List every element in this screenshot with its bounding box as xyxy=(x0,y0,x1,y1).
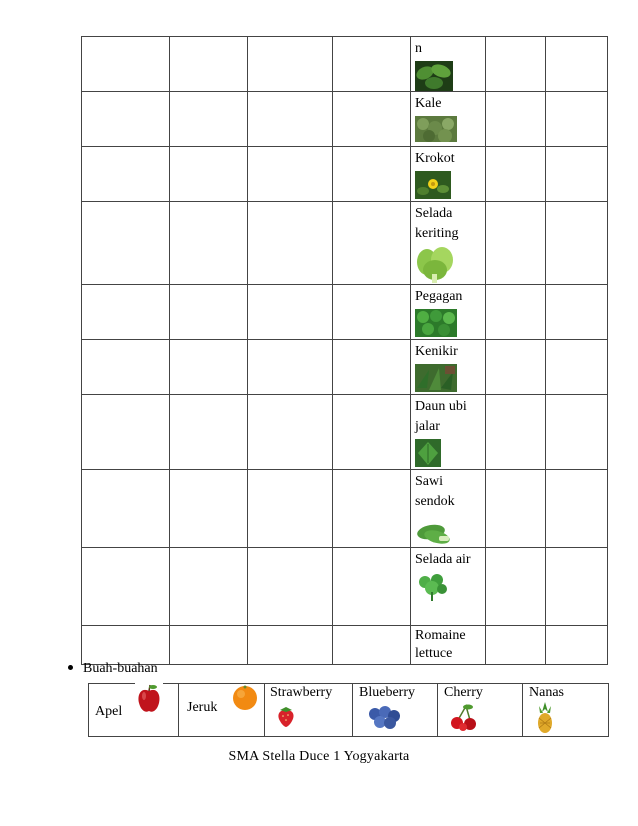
fruit-table: Apel Jeruk Straw xyxy=(88,683,609,737)
fruit-heading: Buah-buahan xyxy=(68,660,158,678)
table-row: Krokot xyxy=(81,146,608,202)
vegetable-name: Kenikir xyxy=(415,344,458,359)
curly-lettuce-icon xyxy=(415,246,453,284)
fruit-name: Apel xyxy=(95,704,123,719)
table-row: Daun ubi jalar xyxy=(81,394,608,470)
cherry-icon xyxy=(448,702,478,737)
kale-icon xyxy=(415,116,457,146)
vegetable-cell: Selada keriting xyxy=(410,201,486,285)
fruit-cell: Blueberry xyxy=(352,683,438,737)
vegetable-table: n Kale xyxy=(81,36,608,665)
fruit-cell: Cherry xyxy=(437,683,523,737)
table-row: Sawi sendok xyxy=(81,469,608,548)
blueberry-icon xyxy=(367,704,401,735)
table-row: Kenikir xyxy=(81,339,608,395)
vegetable-cell: Kenikir xyxy=(410,339,486,395)
pineapple-icon xyxy=(535,702,555,739)
vegetable-cell: n xyxy=(410,36,486,92)
watercress-icon xyxy=(415,572,453,602)
gotu-kola-icon xyxy=(415,309,457,339)
vegetable-cell: Daun ubi jalar xyxy=(410,394,486,470)
vegetable-name: n xyxy=(415,41,422,56)
fruit-name: Strawberry xyxy=(270,685,333,700)
bullet-icon xyxy=(68,665,73,671)
table-row: n xyxy=(81,36,608,92)
table-row: Kale xyxy=(81,91,608,147)
vegetable-name: Daun ubi jalar xyxy=(415,399,467,434)
fruit-name: Jeruk xyxy=(187,700,218,715)
bok-choy-icon xyxy=(415,522,453,546)
table-row: Apel Jeruk Straw xyxy=(88,683,609,739)
fruit-name: Cherry xyxy=(444,685,483,700)
vegetable-name: Pegagan xyxy=(415,289,463,304)
sweet-potato-leaf-icon xyxy=(415,439,453,469)
strawberry-icon xyxy=(275,704,297,733)
vegetable-cell: Kale xyxy=(410,91,486,147)
vegetable-cell: Selada air xyxy=(410,547,486,626)
kenikir-leaves-icon xyxy=(415,364,457,394)
orange-icon xyxy=(231,684,259,717)
fruit-cell: Strawberry xyxy=(264,683,353,737)
vegetable-name: Kale xyxy=(415,96,442,111)
table-row: Selada air xyxy=(81,547,608,626)
fruit-cell: Apel xyxy=(88,683,179,737)
vegetable-name: Krokot xyxy=(415,151,455,166)
fruit-name: Blueberry xyxy=(359,685,415,700)
page-footer: SMA Stella Duce 1 Yogyakarta xyxy=(228,749,410,764)
purslane-flower-icon xyxy=(415,171,453,201)
vegetable-cell: Romaine lettuce xyxy=(410,625,486,665)
table-row: Selada keriting xyxy=(81,201,608,285)
vegetable-name: Romaine lettuce xyxy=(415,628,466,661)
vegetable-name: Sawi sendok xyxy=(415,474,455,509)
fruit-name: Nanas xyxy=(529,685,564,700)
apple-icon xyxy=(135,683,163,720)
vegetable-cell: Sawi sendok xyxy=(410,469,486,548)
vegetable-cell: Pegagan xyxy=(410,284,486,340)
table-row: Romaine lettuce xyxy=(81,625,608,665)
vegetable-name: Selada air xyxy=(415,552,471,567)
table-row: Pegagan xyxy=(81,284,608,340)
vegetable-cell: Krokot xyxy=(410,146,486,202)
fruit-cell: Jeruk xyxy=(178,683,265,737)
vegetable-name: Selada keriting xyxy=(415,206,459,241)
leaf-cluster-icon xyxy=(415,61,453,91)
fruit-cell: Nanas xyxy=(522,683,609,739)
